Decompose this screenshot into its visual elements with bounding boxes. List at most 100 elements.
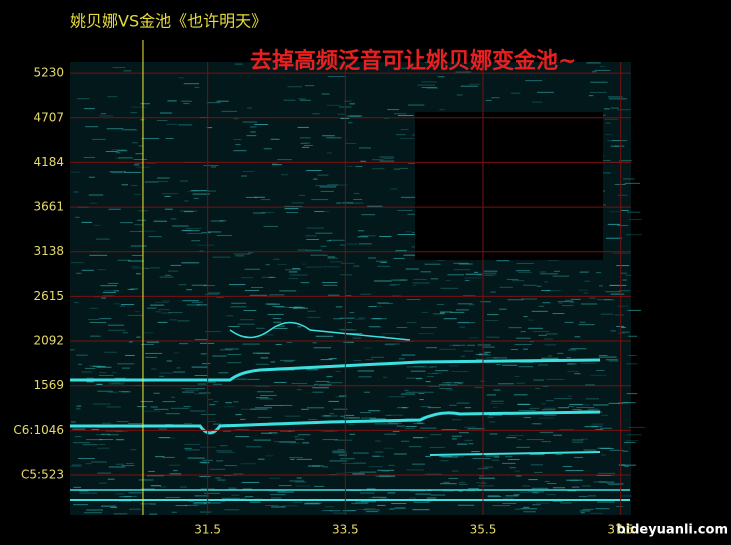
- texture-streak: [474, 387, 483, 389]
- texture-streak: [219, 349, 233, 351]
- texture-streak: [595, 508, 610, 510]
- texture-streak: [363, 347, 372, 349]
- texture-streak: [187, 191, 199, 193]
- texture-streak: [70, 421, 76, 423]
- texture-streak: [204, 293, 219, 295]
- texture-streak: [445, 382, 461, 384]
- texture-streak: [224, 348, 239, 350]
- texture-streak: [341, 463, 354, 465]
- texture-streak: [416, 378, 423, 380]
- texture-streak: [207, 399, 214, 401]
- texture-streak: [408, 446, 422, 448]
- texture-streak: [405, 231, 412, 233]
- texture-streak: [454, 382, 464, 384]
- texture-streak: [426, 87, 439, 89]
- texture-streak: [511, 280, 525, 282]
- texture-streak: [235, 414, 242, 416]
- texture-streak: [104, 351, 118, 353]
- texture-streak: [567, 490, 577, 492]
- texture-streak: [621, 209, 629, 211]
- texture-streak: [133, 193, 142, 195]
- texture-streak: [628, 426, 645, 428]
- texture-streak: [115, 157, 121, 159]
- texture-streak: [443, 318, 457, 320]
- texture-streak: [544, 480, 550, 482]
- texture-streak: [610, 293, 625, 295]
- texture-streak: [182, 230, 200, 232]
- x-tick-label: 31.5: [194, 523, 221, 537]
- texture-streak: [181, 229, 192, 231]
- texture-streak: [597, 299, 612, 301]
- texture-streak: [502, 497, 514, 499]
- texture-streak: [180, 180, 188, 182]
- texture-streak: [557, 352, 564, 354]
- texture-streak: [114, 377, 126, 379]
- texture-streak: [364, 391, 370, 393]
- texture-streak: [292, 268, 301, 270]
- texture-streak: [627, 309, 642, 311]
- texture-streak: [216, 296, 224, 298]
- texture-streak: [219, 220, 227, 222]
- texture-streak: [121, 184, 129, 186]
- texture-streak: [554, 398, 572, 400]
- texture-streak: [609, 284, 621, 286]
- texture-streak: [590, 512, 603, 514]
- texture-streak: [173, 352, 180, 354]
- texture-streak: [513, 494, 520, 496]
- texture-streak: [289, 307, 305, 309]
- texture-streak: [449, 344, 460, 346]
- texture-streak: [124, 495, 137, 497]
- texture-streak: [510, 348, 518, 350]
- texture-streak: [440, 483, 457, 485]
- texture-streak: [365, 359, 374, 361]
- texture-streak: [112, 382, 121, 384]
- texture-streak: [194, 86, 200, 88]
- texture-streak: [425, 501, 433, 503]
- texture-streak: [216, 460, 224, 462]
- texture-streak: [569, 404, 583, 406]
- texture-streak: [419, 399, 424, 401]
- texture-streak: [258, 458, 265, 460]
- texture-streak: [226, 315, 234, 317]
- texture-streak: [183, 211, 194, 213]
- texture-streak: [100, 113, 107, 115]
- texture-streak: [451, 438, 457, 440]
- texture-streak: [608, 402, 623, 404]
- texture-streak: [377, 265, 391, 267]
- texture-streak: [330, 510, 341, 512]
- texture-streak: [541, 357, 559, 359]
- texture-streak: [417, 391, 434, 393]
- texture-streak: [89, 254, 108, 256]
- texture-streak: [199, 511, 212, 513]
- texture-streak: [532, 492, 539, 494]
- texture-streak: [546, 494, 557, 496]
- texture-streak: [277, 159, 292, 161]
- texture-streak: [558, 302, 563, 304]
- texture-streak: [541, 403, 546, 405]
- texture-streak: [261, 199, 271, 201]
- texture-streak: [325, 430, 338, 432]
- texture-streak: [219, 445, 228, 447]
- texture-streak: [233, 118, 239, 120]
- texture-streak: [233, 401, 239, 403]
- texture-streak: [243, 170, 255, 172]
- texture-streak: [261, 432, 272, 434]
- texture-streak: [452, 344, 466, 346]
- texture-streak: [89, 335, 101, 337]
- texture-streak: [121, 129, 138, 131]
- texture-streak: [332, 452, 347, 454]
- texture-streak: [353, 452, 369, 454]
- texture-streak: [473, 271, 479, 273]
- texture-streak: [400, 393, 416, 395]
- texture-streak: [115, 430, 128, 432]
- texture-streak: [115, 493, 125, 495]
- texture-streak: [289, 442, 300, 444]
- texture-streak: [625, 274, 632, 276]
- texture-streak: [158, 309, 170, 311]
- texture-streak: [169, 473, 182, 475]
- texture-streak: [194, 339, 208, 341]
- texture-streak: [304, 503, 320, 505]
- texture-streak: [335, 396, 345, 398]
- texture-streak: [413, 278, 427, 280]
- texture-streak: [605, 134, 612, 136]
